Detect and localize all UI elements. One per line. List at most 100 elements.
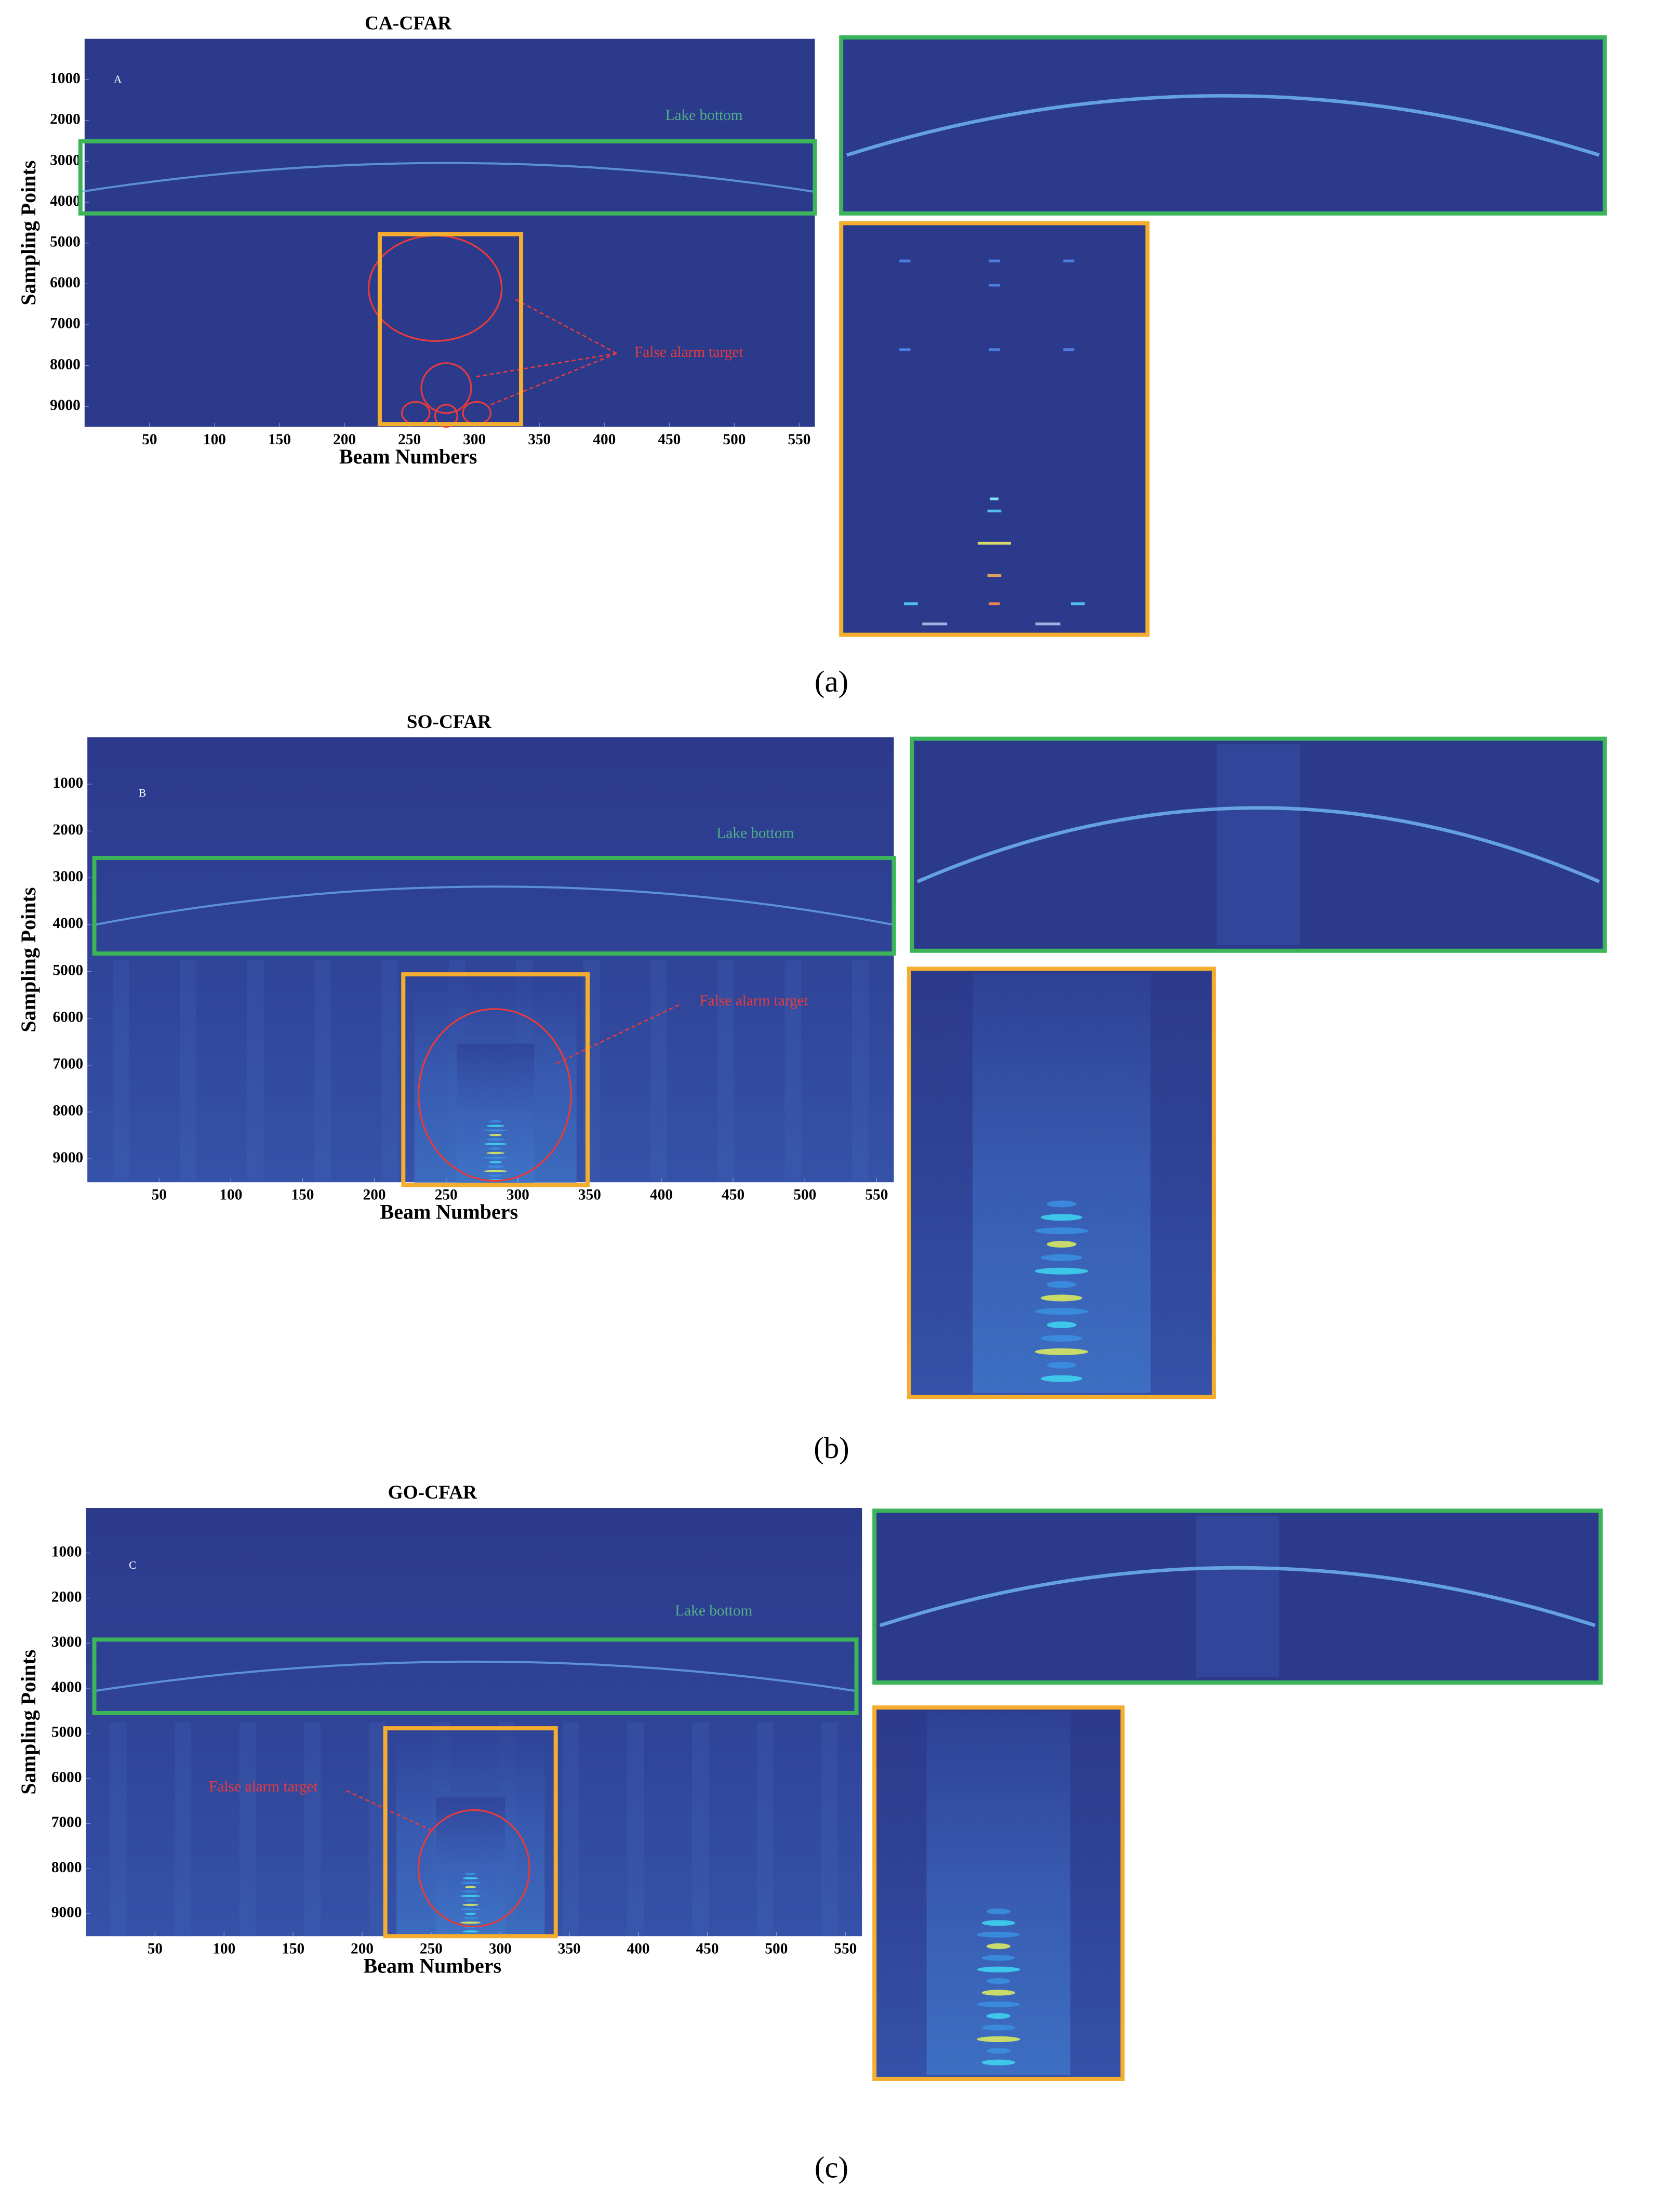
echo-band [977,2001,1020,2007]
clutter-stripe [821,1722,838,1937]
echo-band [462,1890,479,1893]
x-tick-label: 300 [463,431,486,448]
echo-band [986,1978,1010,1984]
x-tick-label: 200 [333,431,356,448]
echo-column [457,1043,535,1185]
lake-bottom-label: Lake bottom [666,107,743,124]
y-tick-label: 7000 [51,1814,82,1831]
y-tick-label: 4000 [53,915,84,932]
y-tick-label: 6000 [53,1009,84,1025]
clutter-stripe [691,1722,709,1937]
x-tick-label: 550 [788,431,810,448]
echo-band [1041,1294,1083,1302]
lake-bottom-echo [846,94,1600,157]
chart-title: GO-CFAR [388,1482,477,1503]
x-tick-label: 300 [489,1941,512,1957]
x-tick-label: 150 [291,1187,314,1203]
y-tick-label: 3000 [50,152,81,168]
x-tick-label: 400 [650,1187,673,1203]
caption: (b) [814,1431,849,1465]
clutter-stripe [784,960,802,1183]
clutter-stripe [304,1722,321,1937]
panel-letter: B [139,787,146,799]
echo-band [460,1895,481,1897]
echo-band [981,2059,1016,2065]
echo-band [1034,1308,1088,1315]
echo-band [462,1877,479,1879]
y-tick-label: 1000 [50,70,81,87]
x-tick-label: 250 [420,1941,443,1957]
x-tick-label: 150 [268,431,291,448]
echo-spot [989,602,1000,605]
y-tick-label: 9000 [50,397,81,414]
echo-band [977,2036,1020,2043]
echo-band [489,1134,502,1136]
clutter-stripe [180,960,197,1183]
echo-band [1046,1200,1076,1208]
echo-band [486,1165,505,1168]
y-tick-label: 1000 [51,1544,82,1560]
echo-band [986,1943,1010,1950]
y-tick-label: 5000 [51,1724,82,1741]
lake-bottom-box [92,1637,859,1715]
echo-band [986,2013,1010,2019]
clutter-stripe [756,1722,774,1937]
echo-band [484,1129,508,1132]
y-tick-label: 6000 [51,1769,82,1785]
y-tick-label: 6000 [50,274,81,291]
false-alarm-label: False alarm target [634,344,743,361]
zoom-clutter [1195,1516,1280,1677]
x-axis-label: Beam Numbers [339,445,477,468]
y-tick-label: 9000 [51,1904,82,1921]
x-tick-label: 400 [593,431,616,448]
echo-band [486,1138,505,1141]
echo-band [460,1908,481,1911]
echo-spot [977,541,1011,545]
chart-title: SO-CFAR [407,711,492,733]
clutter-stripe [381,960,398,1183]
x-tick-label: 300 [507,1187,529,1203]
echo-band [1041,1375,1083,1382]
x-tick-label: 250 [398,431,421,448]
x-axis-label: Beam Numbers [380,1200,518,1224]
echo-spot [989,284,1000,287]
lake-bottom-echo [879,1566,1596,1627]
y-tick-label: 1000 [53,775,84,791]
lake-bottom-echo [94,885,894,926]
echo-band [486,1151,505,1155]
clutter-stripe [852,960,869,1183]
echo-band [1034,1348,1088,1355]
echo-spot [1071,602,1085,605]
caption: (c) [815,2150,848,2184]
echo-band [981,1990,1016,1996]
y-axis-label: Sampling Points [17,1650,40,1795]
chart-title: CA-CFAR [365,13,452,34]
echo-band [981,2024,1016,2031]
lake-bottom-echo [80,162,815,193]
echo-band [977,1931,1020,1938]
zoom-clutter [1217,744,1300,946]
echo-band [462,1903,479,1906]
clutter-stripe [368,1722,385,1937]
x-tick-label: 450 [696,1941,719,1957]
target-box [377,232,524,427]
annotation-arrow [346,1790,436,1833]
x-tick-label: 550 [834,1941,857,1957]
y-tick-label: 2000 [50,111,81,128]
false-alarm-circle [434,404,458,428]
echo-band [489,1174,502,1177]
clutter-stripe [247,960,264,1183]
echo-column [926,1712,1071,2075]
echo-band [1046,1281,1076,1288]
echo-band [486,1124,505,1127]
y-tick-label: 7000 [53,1056,84,1072]
echo-spot [987,509,1002,513]
echo-band [489,1147,502,1150]
echo-band [1041,1254,1083,1261]
x-tick-label: 50 [148,1941,163,1957]
y-tick-label: 4000 [50,193,81,209]
y-tick-label: 7000 [50,315,81,332]
target-box [383,1726,558,1939]
x-tick-label: 50 [142,431,157,448]
x-tick-label: 350 [558,1941,581,1957]
